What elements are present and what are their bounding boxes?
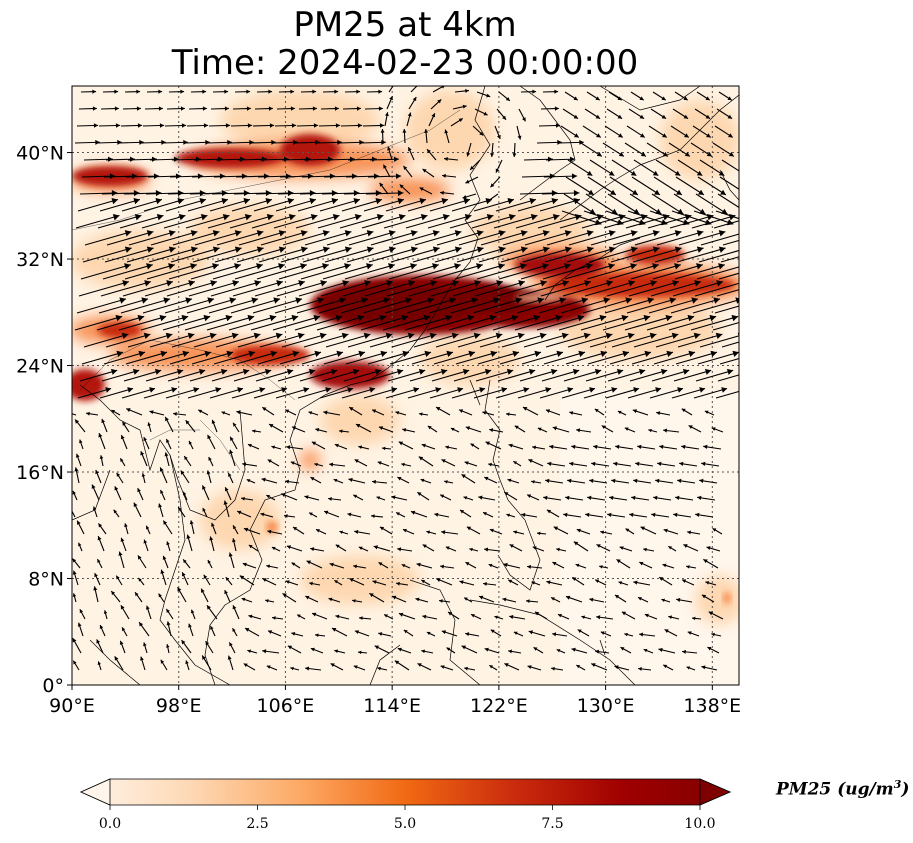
lat-tick-label: 16°N: [16, 462, 64, 484]
colorbar-label-unit: (ug/m: [837, 779, 894, 800]
colorbar-tick-label: 5.0: [394, 816, 416, 832]
colorbar-label-var: PM25: [776, 779, 832, 800]
lon-tick-label: 90°E: [49, 695, 95, 717]
colorbar-tick-label: 0.0: [99, 816, 121, 832]
map-frame: [71, 85, 740, 686]
colorbar-extend-high: [699, 778, 732, 806]
title-time: Time: 2024-02-23 00:00:00: [171, 43, 639, 83]
map-title: PM25 at 4km Time: 2024-02-23 00:00:00: [0, 6, 810, 82]
colorbar-label-close: ): [901, 779, 910, 800]
coastlines: [72, 86, 739, 685]
lat-tick-label: 40°N: [16, 143, 64, 165]
lat-tick-label: 8°N: [28, 569, 64, 591]
lat-tick-label: 32°N: [16, 249, 64, 271]
latitude-axis: 0° 8°N 16°N 24°N 32°N 40°N: [16, 143, 72, 697]
longitude-axis: 90°E 98°E 106°E 114°E 122°E 130°E 138°E: [49, 685, 741, 717]
lon-tick-label: 122°E: [470, 695, 528, 717]
lon-tick-label: 98°E: [156, 695, 202, 717]
colorbar-extend-low: [80, 778, 111, 806]
lon-tick-label: 114°E: [363, 695, 421, 717]
colorbar-tick-label: 7.5: [541, 816, 563, 832]
lon-tick-label: 138°E: [683, 695, 741, 717]
lat-tick-label: 24°N: [16, 356, 64, 378]
lon-tick-label: 106°E: [257, 695, 315, 717]
pm25-field: [72, 86, 739, 685]
wind-vectors: [72, 86, 739, 671]
colorbar-tick-label: 10.0: [684, 816, 715, 832]
colorbar: 0.0 2.5 5.0 7.5 10.0: [80, 778, 732, 832]
colorbar-label: PM25 (ug/m3): [776, 778, 909, 800]
lon-tick-label: 130°E: [577, 695, 635, 717]
title-variable: PM25 at 4km: [293, 5, 517, 45]
colorbar-tick-label: 2.5: [246, 816, 268, 832]
colorbar-label-exp: 3: [893, 778, 902, 791]
lat-tick-label: 0°: [42, 675, 64, 697]
